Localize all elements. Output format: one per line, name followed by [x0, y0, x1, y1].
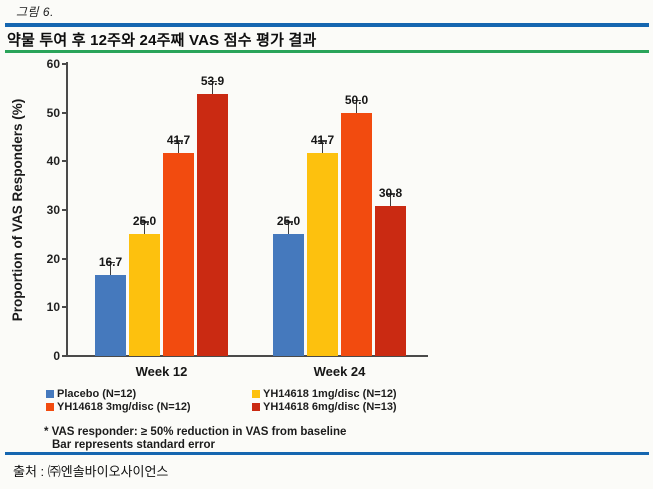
bar-placebo-2 [273, 234, 304, 356]
bar-value-label: 41.7 [310, 133, 335, 148]
bar-value-label: 25.0 [132, 214, 157, 229]
y-tick-mark [62, 111, 67, 114]
y-tick-mark [62, 209, 67, 211]
legend-label: YH14618 3mg/disc (N=12) [57, 401, 191, 413]
legend-swatch-icon [46, 403, 54, 411]
y-axis-title: Proportion of VAS Responders (%) [10, 98, 25, 322]
title-divider-green [5, 50, 649, 53]
error-bar-cap [106, 261, 115, 264]
y-tick-label: 0 [53, 349, 60, 363]
y-tick-label: 10 [46, 300, 60, 315]
error-bar-cap [208, 80, 217, 83]
error-bar-whisker [389, 193, 392, 207]
bar-yh14618-1 [129, 234, 160, 356]
bar-value-label: 16.7 [98, 254, 123, 269]
legend-item: YH14618 3mg/disc (N=12) [46, 401, 252, 413]
error-bar-whisker [355, 99, 358, 113]
source-text: 출처 : ㈜엔솔바이오사이언스 [13, 464, 169, 479]
legend-label: YH14618 6mg/disc (N=13) [263, 401, 397, 413]
error-bar-cap [386, 193, 395, 195]
y-tick-label: 30 [46, 203, 60, 217]
x-axis-line [66, 355, 428, 357]
bar-yh14618-1 [163, 153, 194, 356]
error-bar-cap [352, 99, 361, 102]
page-title: 약물 투여 후 12주와 24주째 VAS 점수 평가 결과 [7, 32, 317, 49]
error-bar-cap [318, 140, 327, 142]
bar-yh14618-2 [307, 153, 338, 356]
bar-yh14618-2 [341, 112, 372, 356]
legend-swatch-icon [252, 390, 260, 398]
bar-yh14618-1 [197, 93, 228, 356]
y-tick-mark [62, 355, 67, 357]
error-bar-whisker [287, 221, 290, 235]
y-tick-mark [62, 257, 67, 260]
x-category-label: Week 24 [313, 364, 366, 379]
error-bar-whisker [321, 140, 324, 154]
y-tick-label: 50 [46, 105, 60, 120]
legend-label: YH14618 1mg/disc (N=12) [263, 388, 397, 400]
y-tick-mark [62, 306, 67, 309]
y-tick-mark [62, 63, 67, 65]
legend-item: YH14618 6mg/disc (N=13) [252, 401, 466, 413]
y-tick-label: 60 [46, 57, 60, 71]
y-axis-line [66, 62, 68, 357]
error-bar-cap [140, 221, 149, 223]
legend-swatch-icon [252, 403, 260, 411]
error-bar-whisker [143, 221, 146, 235]
legend-item: YH14618 1mg/disc (N=12) [252, 388, 466, 400]
error-bar-cap [284, 221, 293, 223]
bar-placebo-1 [95, 274, 126, 356]
y-tick-label: 20 [46, 251, 60, 266]
error-bar-cap [174, 140, 183, 142]
x-category-label: Week 12 [135, 364, 188, 379]
bar-value-label: 25.0 [276, 214, 301, 229]
bar-value-label: 41.7 [166, 133, 191, 148]
legend-label: Placebo (N=12) [57, 388, 137, 400]
bar-yh14618-2 [375, 206, 406, 356]
top-divider-blue [5, 23, 649, 27]
bar-value-label: 50.0 [344, 92, 369, 107]
footnote-vas-responder: * VAS responder: ≥ 50% reduction in VAS … [44, 426, 347, 438]
error-bar-whisker [109, 261, 112, 275]
bar-value-label: 53.9 [200, 73, 225, 88]
figure-caption: 그림 6. [16, 5, 54, 19]
chart-legend: Placebo (N=12) YH14618 1mg/disc (N=12) YH1… [46, 388, 466, 413]
legend-item: Placebo (N=12) [46, 388, 252, 400]
y-tick-mark [62, 160, 67, 163]
bottom-divider-blue [5, 452, 649, 455]
footnote-standard-error: Bar represents standard error [52, 439, 215, 451]
error-bar-whisker [177, 140, 180, 154]
legend-swatch-icon [46, 390, 54, 398]
y-tick-label: 40 [46, 154, 60, 169]
error-bar-whisker [211, 80, 214, 94]
bar-value-label: 30.8 [378, 186, 403, 201]
